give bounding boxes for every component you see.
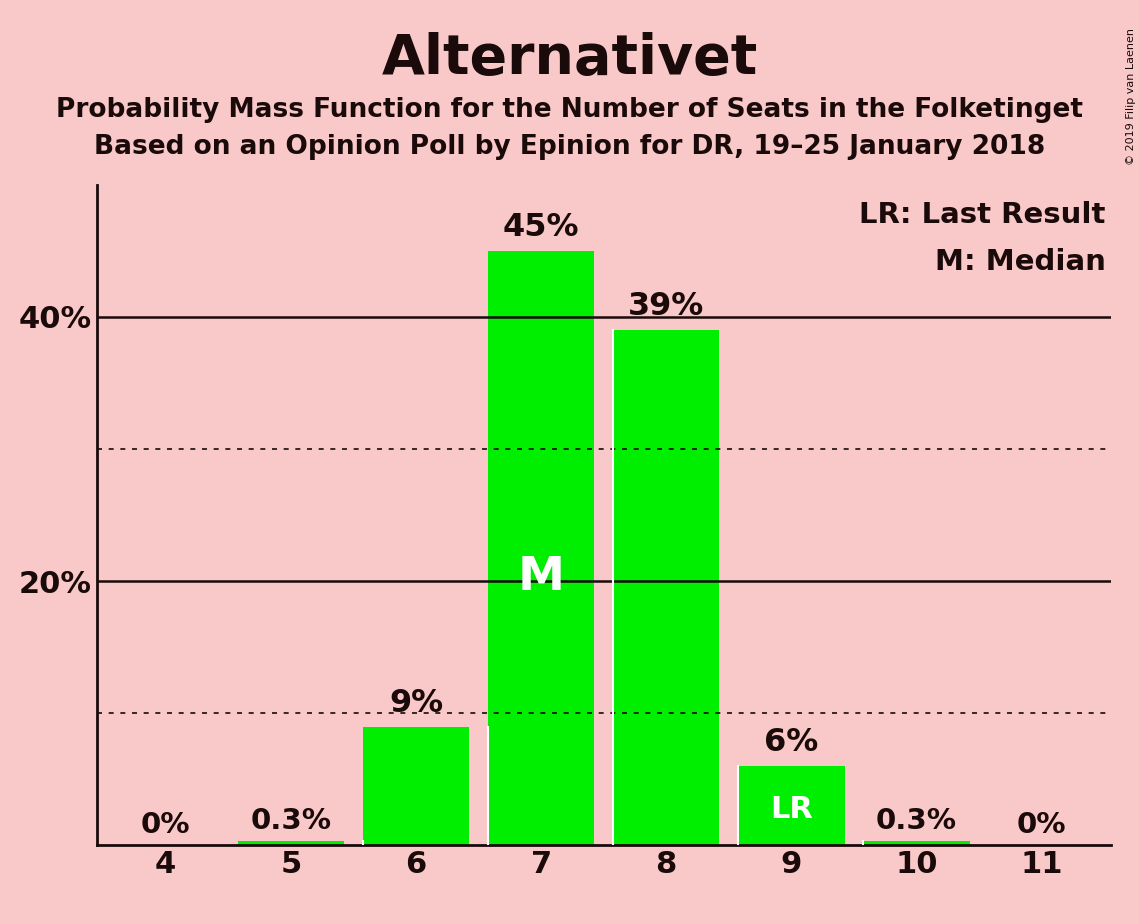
- Text: M: Median: M: Median: [935, 248, 1106, 275]
- Text: Based on an Opinion Poll by Epinion for DR, 19–25 January 2018: Based on an Opinion Poll by Epinion for …: [93, 134, 1046, 160]
- Bar: [613, 330, 720, 845]
- Bar: [238, 842, 344, 845]
- Text: LR: Last Result: LR: Last Result: [859, 201, 1106, 229]
- Bar: [487, 250, 595, 845]
- Text: 0.3%: 0.3%: [876, 807, 957, 835]
- Text: M: M: [517, 555, 565, 601]
- Text: LR: LR: [770, 796, 813, 824]
- Text: © 2019 Filip van Laenen: © 2019 Filip van Laenen: [1125, 28, 1136, 164]
- Text: 39%: 39%: [628, 291, 704, 322]
- Bar: [863, 842, 969, 845]
- Text: 0.3%: 0.3%: [251, 807, 331, 835]
- Text: 6%: 6%: [764, 727, 819, 759]
- Bar: [362, 726, 469, 845]
- Text: 0%: 0%: [141, 811, 190, 839]
- Bar: [738, 766, 845, 845]
- Text: 9%: 9%: [388, 687, 443, 719]
- Text: Probability Mass Function for the Number of Seats in the Folketinget: Probability Mass Function for the Number…: [56, 97, 1083, 123]
- Text: Alternativet: Alternativet: [382, 32, 757, 86]
- Text: 45%: 45%: [502, 212, 580, 243]
- Text: 0%: 0%: [1017, 811, 1066, 839]
